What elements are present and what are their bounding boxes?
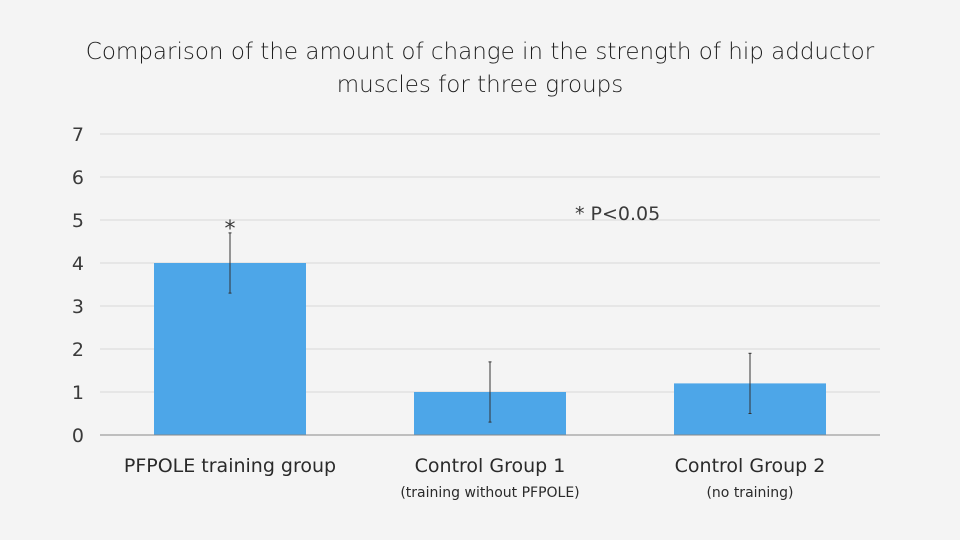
y-tick-label: 2 [72, 339, 84, 361]
significance-star: * [225, 217, 236, 242]
y-tick-label: 4 [72, 253, 84, 275]
x-category-label: PFPOLE training group [124, 455, 336, 477]
y-tick-label: 6 [72, 167, 84, 189]
y-axis-tick-labels: 0 1 2 3 4 5 6 7 [72, 124, 84, 447]
y-tick-label: 0 [72, 425, 84, 447]
x-category-label: Control Group 1 [415, 455, 566, 477]
x-axis-category-labels: PFPOLE training group Control Group 1 (tra… [124, 455, 825, 501]
error-bars [228, 232, 752, 423]
x-category-sublabel: (training without PFPOLE) [400, 485, 579, 501]
significance-markers: * [225, 217, 236, 242]
x-category-label: Control Group 2 [675, 455, 826, 477]
significance-annotation: * P<0.05 [575, 203, 660, 225]
y-tick-label: 1 [72, 382, 84, 404]
chart-title-line-2: muscles for three groups [336, 72, 624, 98]
y-tick-label: 3 [72, 296, 84, 318]
y-tick-label: 7 [72, 124, 84, 146]
y-tick-label: 5 [72, 210, 84, 232]
chart-title-line-1: Comparison of the amount of change in th… [85, 39, 875, 65]
x-category-sublabel: (no training) [706, 485, 793, 501]
